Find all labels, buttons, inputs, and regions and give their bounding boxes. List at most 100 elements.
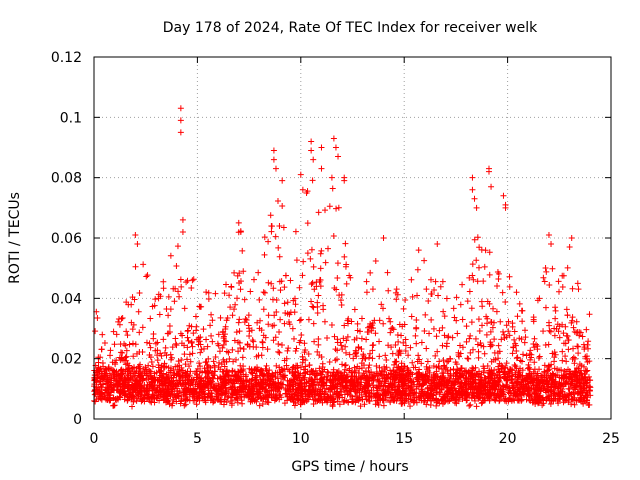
- data-point: [205, 295, 212, 302]
- data-point: [126, 367, 133, 374]
- data-point: [276, 349, 283, 356]
- data-point: [511, 336, 518, 343]
- y-tick-label: 0.08: [51, 171, 82, 187]
- data-point: [265, 321, 272, 328]
- data-point: [438, 397, 445, 404]
- data-point: [315, 341, 322, 348]
- data-point: [473, 204, 480, 211]
- data-point: [438, 366, 445, 373]
- data-point: [388, 325, 395, 332]
- data-point: [483, 313, 490, 320]
- data-point: [586, 311, 593, 318]
- data-point: [237, 345, 244, 352]
- data-point: [172, 335, 179, 342]
- data-point: [335, 204, 342, 211]
- data-point: [424, 385, 431, 392]
- data-point: [173, 263, 180, 270]
- data-point: [228, 402, 235, 409]
- data-point: [286, 368, 293, 375]
- data-point: [271, 312, 278, 319]
- data-point: [542, 387, 549, 394]
- data-point: [268, 280, 275, 287]
- data-point: [473, 403, 480, 410]
- data-point: [272, 165, 279, 172]
- data-point: [499, 383, 506, 390]
- data-point: [255, 366, 262, 373]
- data-point: [505, 396, 512, 403]
- data-point: [512, 363, 519, 370]
- data-point: [153, 394, 160, 401]
- data-point: [354, 320, 361, 327]
- data-point: [119, 315, 126, 322]
- data-point: [228, 284, 235, 291]
- data-point: [217, 392, 224, 399]
- data-point: [518, 382, 525, 389]
- data-point: [559, 357, 566, 364]
- data-point: [215, 331, 222, 338]
- data-point: [181, 389, 188, 396]
- data-point: [376, 364, 383, 371]
- data-point: [452, 387, 459, 394]
- data-point: [518, 336, 525, 343]
- data-point: [512, 381, 519, 388]
- data-point: [559, 348, 566, 355]
- data-point: [259, 401, 266, 408]
- data-point: [302, 357, 309, 364]
- data-point: [502, 204, 509, 211]
- data-point: [481, 263, 488, 270]
- data-point: [355, 344, 362, 351]
- data-point: [154, 357, 161, 364]
- data-point: [486, 373, 493, 380]
- data-point: [338, 301, 345, 308]
- data-point: [179, 216, 186, 223]
- data-point: [423, 286, 430, 293]
- data-point: [160, 336, 167, 343]
- data-point: [241, 319, 248, 326]
- data-point: [168, 354, 175, 361]
- data-point: [503, 322, 510, 329]
- data-point: [568, 235, 575, 241]
- data-point: [302, 363, 309, 370]
- data-point: [233, 377, 240, 384]
- x-axis-label: GPS time / hours: [291, 459, 408, 475]
- data-point: [378, 301, 385, 308]
- data-point: [289, 396, 296, 403]
- data-point: [160, 285, 167, 292]
- data-point: [329, 185, 336, 192]
- data-point: [326, 377, 333, 384]
- data-point: [312, 397, 319, 404]
- data-point: [177, 373, 184, 380]
- data-point: [487, 343, 494, 350]
- data-point: [96, 366, 103, 373]
- data-point: [279, 202, 286, 209]
- data-point: [502, 365, 509, 372]
- data-point: [236, 316, 243, 323]
- data-point: [452, 378, 459, 385]
- data-point: [184, 277, 191, 284]
- data-point: [113, 331, 120, 338]
- data-point: [358, 315, 365, 322]
- data-point: [568, 374, 575, 381]
- data-point: [387, 375, 394, 382]
- data-point: [574, 280, 581, 287]
- data-point: [428, 316, 435, 323]
- data-point: [187, 358, 194, 365]
- data-point: [253, 383, 260, 390]
- data-point: [263, 367, 270, 374]
- data-point: [396, 366, 403, 373]
- data-point: [500, 192, 507, 199]
- data-point: [222, 338, 229, 345]
- data-point: [260, 306, 267, 313]
- data-point: [329, 402, 336, 409]
- data-point: [276, 253, 283, 260]
- data-point: [307, 388, 314, 395]
- data-point: [275, 388, 282, 395]
- data-point: [225, 349, 232, 356]
- data-point: [309, 177, 316, 184]
- data-point: [143, 273, 150, 280]
- data-point: [469, 367, 476, 374]
- data-point: [147, 398, 154, 405]
- data-point: [118, 366, 125, 373]
- data-point: [516, 300, 523, 307]
- data-point: [185, 363, 192, 370]
